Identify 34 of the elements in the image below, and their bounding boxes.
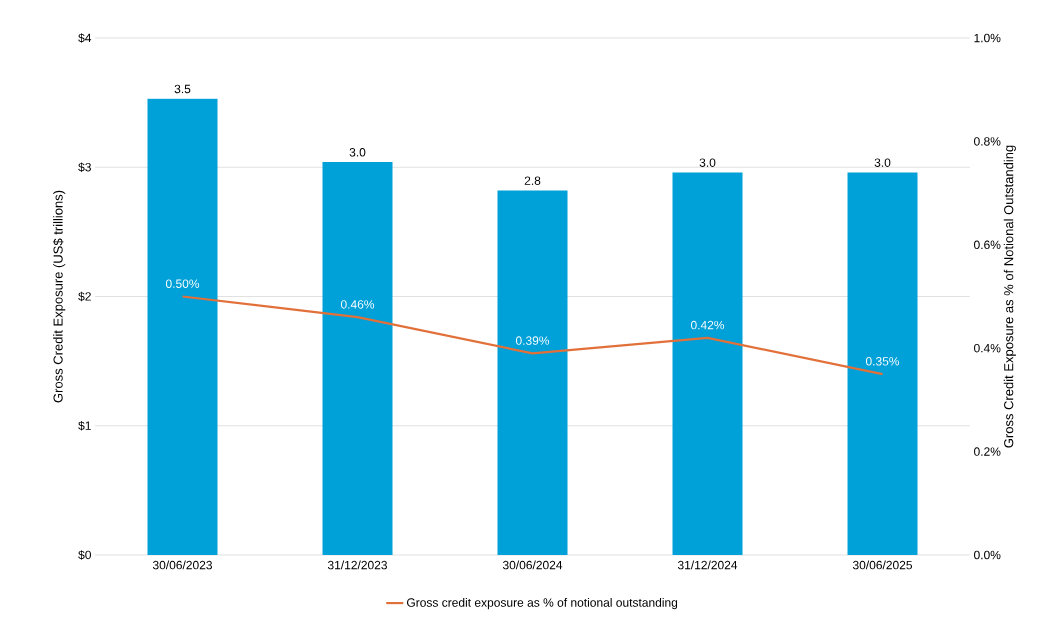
y2-tick-label: 0.8% bbox=[974, 137, 1001, 146]
y2-tick-label: 0.0% bbox=[974, 550, 1001, 560]
data-label: 0.50% bbox=[165, 279, 200, 288]
y2-tick-label: 1.0% bbox=[974, 33, 1001, 43]
data-label: 3.0 bbox=[699, 158, 716, 167]
y-tick-label: $0 bbox=[78, 550, 91, 560]
y-tick-label: $4 bbox=[78, 33, 92, 43]
bar bbox=[322, 162, 393, 555]
bar bbox=[847, 172, 918, 555]
y2-tick-label: 0.6% bbox=[974, 240, 1001, 250]
data-label: 0.42% bbox=[690, 320, 725, 330]
y2-tick-label: 0.4% bbox=[974, 343, 1001, 353]
x-tick-label: 30/06/2023 bbox=[152, 560, 212, 570]
data-label: 0.39% bbox=[515, 336, 550, 345]
bar bbox=[672, 172, 743, 555]
x-tick-label: 31/12/2023 bbox=[327, 560, 387, 570]
data-label: 0.46% bbox=[340, 300, 375, 309]
data-label: 3.0 bbox=[874, 158, 891, 167]
x-tick-label: 31/12/2024 bbox=[677, 560, 738, 570]
y-axis-title: Gross Credit Exposure (US$ trillions) bbox=[52, 190, 66, 403]
x-tick-label: 30/06/2025 bbox=[852, 560, 913, 570]
x-tick-label: 30/06/2024 bbox=[502, 560, 563, 570]
data-label: 3.5 bbox=[174, 84, 191, 94]
y-tick-label: $1 bbox=[78, 420, 91, 431]
bar bbox=[147, 98, 218, 555]
legend-label: Gross credit exposure as % of notional outstanding bbox=[406, 597, 678, 610]
y2-axis-title: Gross Credit Exposure as % of Notional Outstanding bbox=[1003, 145, 1016, 448]
data-label: 3.0 bbox=[349, 148, 366, 157]
y-tick-label: $2 bbox=[78, 291, 91, 302]
bar bbox=[497, 190, 568, 555]
y2-tick-label: 0.2% bbox=[974, 447, 1001, 456]
data-label: 2.8 bbox=[524, 176, 541, 185]
data-label: 0.35% bbox=[865, 357, 900, 366]
y-tick-label: $3 bbox=[78, 162, 91, 173]
